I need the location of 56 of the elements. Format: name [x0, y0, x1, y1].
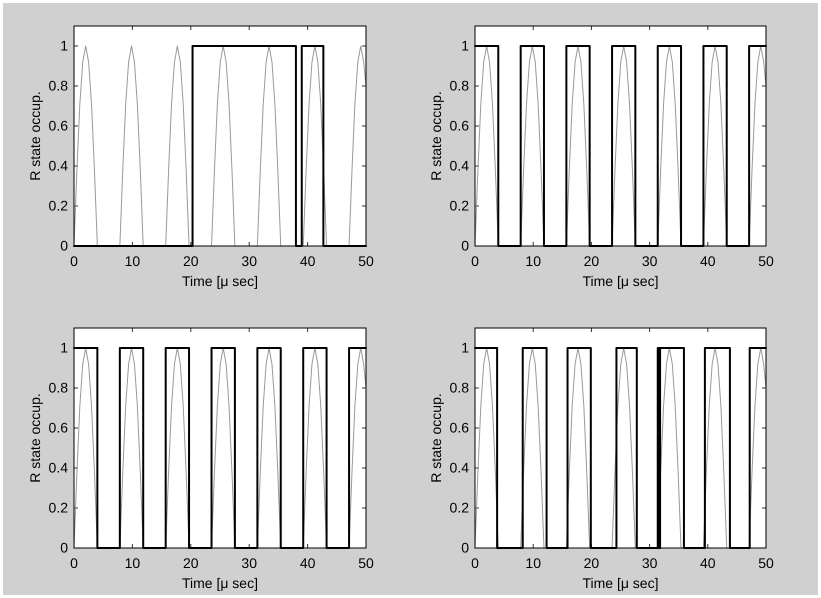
- x-tick-label: 0: [471, 554, 480, 571]
- x-tick-label: 50: [758, 554, 774, 571]
- y-tick-label: 1: [461, 339, 470, 356]
- y-tick-label: 1: [60, 339, 68, 356]
- y-axis-title: R state occup.: [27, 393, 43, 483]
- y-tick-label: 0.4: [450, 459, 470, 476]
- x-tick-label: 20: [584, 252, 600, 269]
- y-tick-label: 0.8: [48, 77, 68, 94]
- y-tick-label: 0.8: [450, 379, 470, 396]
- x-tick-label: 40: [300, 554, 316, 571]
- y-tick-label: 0.6: [48, 419, 68, 436]
- y-tick-label: 0.2: [48, 499, 68, 516]
- y-tick-label: 0.6: [48, 117, 68, 134]
- x-axis-title: Time [μ sec]: [182, 575, 258, 591]
- x-tick-label: 40: [700, 554, 716, 571]
- y-tick-label: 0.6: [450, 419, 470, 436]
- y-tick-label: 0.4: [48, 459, 68, 476]
- x-tick-label: 10: [124, 554, 140, 571]
- y-tick-label: 1: [60, 37, 68, 54]
- x-tick-label: 0: [471, 252, 480, 269]
- y-tick-label: 0: [461, 237, 470, 254]
- x-tick-label: 50: [758, 252, 774, 269]
- y-tick-label: 0: [60, 539, 68, 556]
- x-tick-label: 20: [183, 554, 199, 571]
- y-tick-label: 0.8: [48, 379, 68, 396]
- x-axis-title: Time [μ sec]: [582, 575, 659, 591]
- x-tick-label: 40: [700, 252, 716, 269]
- x-tick-label: 40: [300, 252, 316, 269]
- x-tick-label: 0: [70, 252, 78, 269]
- x-axis-title: Time [μ sec]: [582, 273, 659, 289]
- y-tick-label: 0.4: [450, 157, 470, 174]
- x-tick-label: 30: [642, 252, 658, 269]
- y-tick-label: 0.6: [450, 117, 470, 134]
- y-tick-label: 0.2: [450, 197, 470, 214]
- x-tick-label: 0: [70, 554, 78, 571]
- x-tick-label: 10: [124, 252, 140, 269]
- y-tick-label: 0.4: [48, 157, 68, 174]
- y-axis-title: R state occup.: [428, 91, 444, 181]
- y-tick-label: 0: [461, 539, 470, 556]
- y-axis-title: R state occup.: [27, 91, 43, 181]
- x-tick-label: 30: [642, 554, 658, 571]
- x-axis-title: Time [μ sec]: [182, 273, 258, 289]
- y-tick-label: 0.2: [48, 197, 68, 214]
- x-tick-label: 50: [358, 252, 374, 269]
- y-tick-label: 1: [461, 37, 470, 54]
- y-tick-label: 0.8: [450, 77, 470, 94]
- x-tick-label: 30: [241, 252, 258, 269]
- x-tick-label: 10: [525, 554, 542, 571]
- x-tick-label: 10: [525, 252, 542, 269]
- y-tick-label: 0: [60, 237, 68, 254]
- y-axis-title: R state occup.: [428, 393, 444, 483]
- x-tick-label: 20: [584, 554, 600, 571]
- x-tick-label: 30: [241, 554, 258, 571]
- x-tick-label: 20: [183, 252, 199, 269]
- x-tick-label: 50: [358, 554, 374, 571]
- y-tick-label: 0.2: [450, 499, 470, 516]
